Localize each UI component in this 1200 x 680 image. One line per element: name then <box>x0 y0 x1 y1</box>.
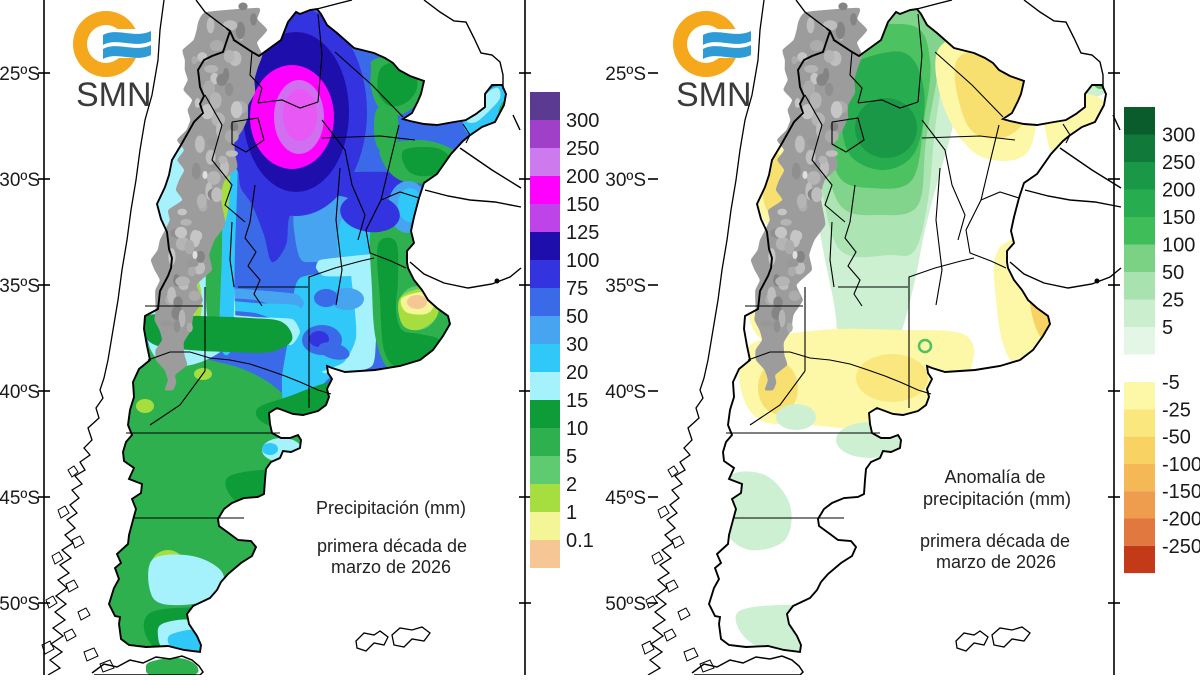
svg-text:0.1: 0.1 <box>566 530 594 552</box>
svg-text:200: 200 <box>1162 180 1195 202</box>
svg-text:50: 50 <box>566 306 588 328</box>
svg-text:150: 150 <box>566 194 599 216</box>
svg-text:SMN: SMN <box>76 76 152 114</box>
svg-text:125: 125 <box>566 222 599 244</box>
svg-text:25ºS: 25ºS <box>0 64 40 85</box>
svg-text:Anomalía de: Anomalía de <box>944 467 1045 487</box>
svg-text:-5: -5 <box>1162 372 1180 394</box>
svg-text:35ºS: 35ºS <box>605 276 646 297</box>
svg-text:precipitación (mm): precipitación (mm) <box>923 489 1071 509</box>
svg-text:marzo de 2026: marzo de 2026 <box>331 557 451 577</box>
svg-text:10: 10 <box>566 418 588 440</box>
svg-text:2: 2 <box>566 474 577 496</box>
svg-text:30ºS: 30ºS <box>0 170 40 191</box>
svg-text:200: 200 <box>566 166 599 188</box>
svg-text:-150: -150 <box>1162 481 1200 503</box>
svg-text:45ºS: 45ºS <box>0 488 40 509</box>
svg-text:40ºS: 40ºS <box>0 382 40 403</box>
svg-text:5: 5 <box>1162 317 1173 339</box>
svg-text:-250: -250 <box>1162 536 1200 558</box>
svg-text:250: 250 <box>1162 152 1195 174</box>
svg-text:5: 5 <box>566 446 577 468</box>
svg-text:30: 30 <box>566 334 588 356</box>
svg-text:-100: -100 <box>1162 454 1200 476</box>
svg-text:30ºS: 30ºS <box>605 170 646 191</box>
svg-text:20: 20 <box>566 362 588 384</box>
svg-text:35ºS: 35ºS <box>0 276 40 297</box>
svg-text:100: 100 <box>566 250 599 272</box>
svg-text:250: 250 <box>566 138 599 160</box>
svg-text:50: 50 <box>1162 262 1184 284</box>
svg-text:-200: -200 <box>1162 509 1200 531</box>
svg-text:50ºS: 50ºS <box>605 594 646 615</box>
svg-text:25: 25 <box>1162 290 1184 312</box>
svg-text:75: 75 <box>566 278 588 300</box>
svg-text:15: 15 <box>566 390 588 412</box>
svg-text:-25: -25 <box>1162 399 1191 421</box>
svg-text:primera década de: primera década de <box>317 536 467 556</box>
svg-text:Precipitación (mm): Precipitación (mm) <box>316 498 466 518</box>
svg-text:-50: -50 <box>1162 427 1191 449</box>
svg-text:1: 1 <box>566 502 577 524</box>
svg-text:40ºS: 40ºS <box>605 382 646 403</box>
svg-text:100: 100 <box>1162 235 1195 257</box>
svg-text:300: 300 <box>566 110 599 132</box>
svg-text:marzo de 2026: marzo de 2026 <box>936 552 1056 572</box>
svg-text:50ºS: 50ºS <box>0 594 40 615</box>
svg-text:25ºS: 25ºS <box>605 64 646 85</box>
svg-text:SMN: SMN <box>676 76 752 114</box>
svg-text:150: 150 <box>1162 207 1195 229</box>
svg-text:primera década de: primera década de <box>920 531 1070 551</box>
svg-text:300: 300 <box>1162 125 1195 147</box>
svg-text:45ºS: 45ºS <box>605 488 646 509</box>
